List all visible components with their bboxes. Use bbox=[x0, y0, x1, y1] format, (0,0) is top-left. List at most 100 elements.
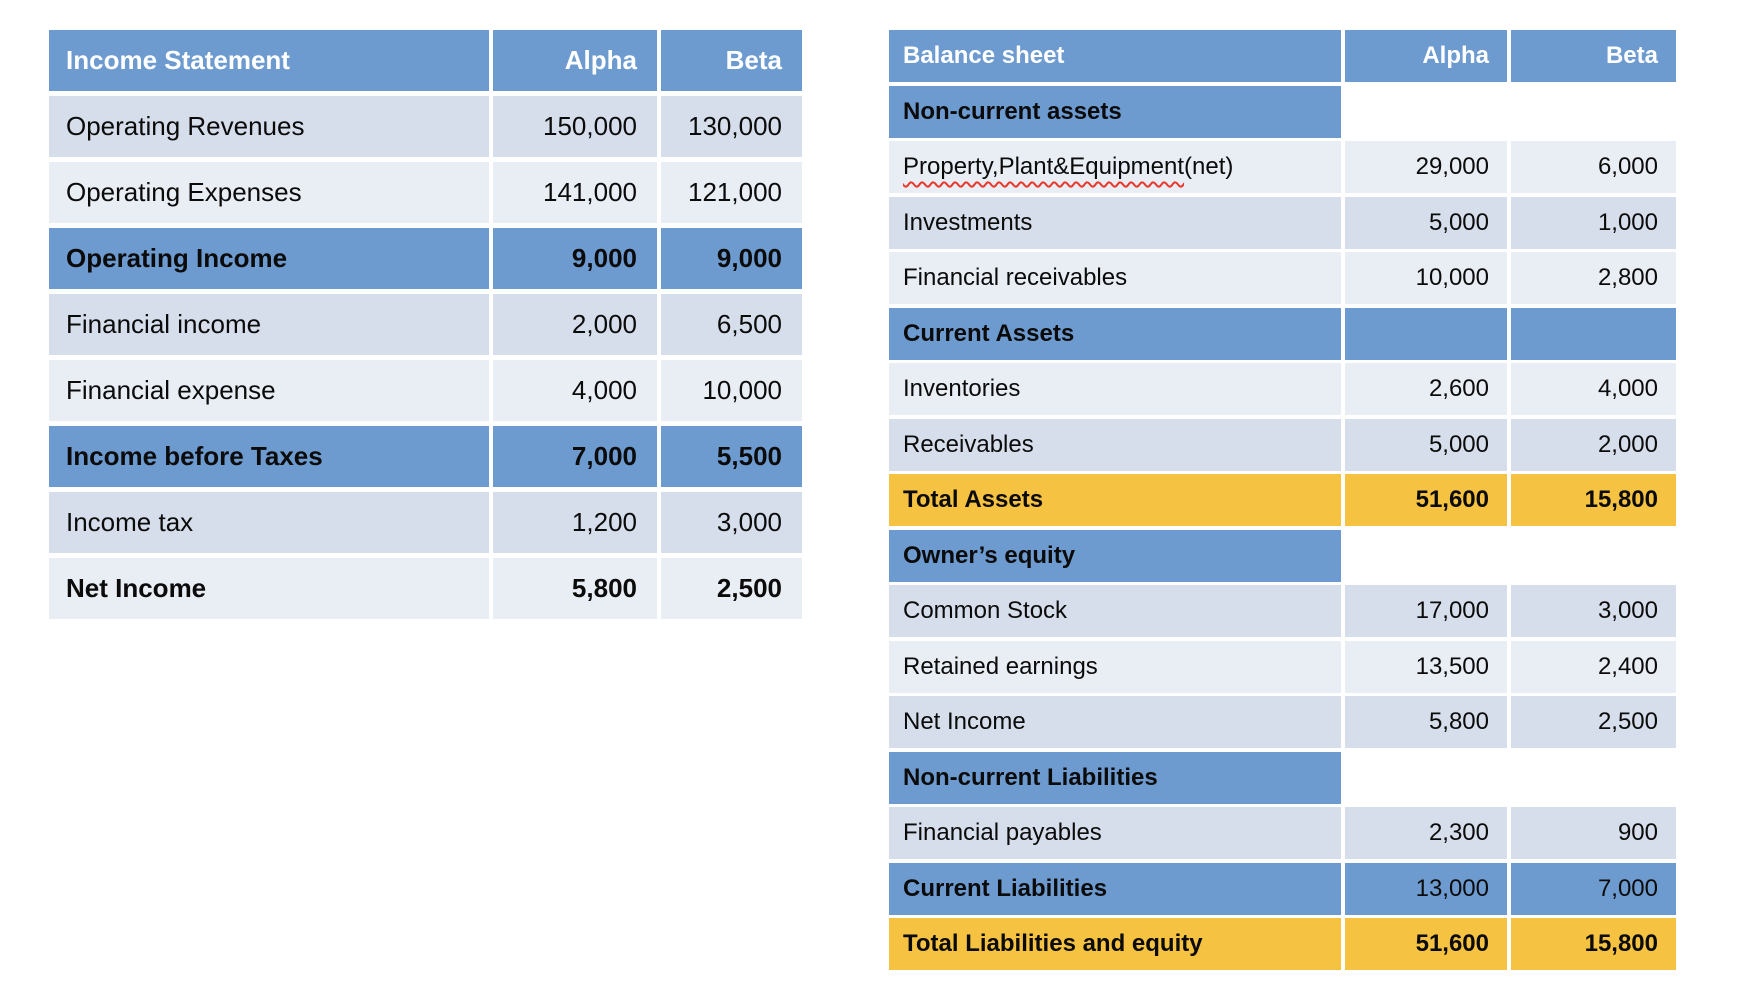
section-title: Current Assets bbox=[889, 307, 1341, 360]
row-label: Income before Taxes bbox=[49, 426, 489, 487]
row-label: Operating Revenues bbox=[49, 96, 489, 157]
table-row: Common Stock 17,000 3,000 bbox=[889, 585, 1676, 637]
alpha-value: 5,000 bbox=[1345, 196, 1507, 249]
row-label: Net Income bbox=[889, 696, 1341, 748]
table-row: Financial income 2,000 6,500 bbox=[49, 294, 802, 355]
row-label: Retained earnings bbox=[889, 640, 1341, 693]
beta-value: 6,000 bbox=[1511, 141, 1676, 193]
beta-value: 10,000 bbox=[661, 360, 802, 421]
row-label: Income tax bbox=[49, 492, 489, 553]
alpha-value: 13,000 bbox=[1345, 862, 1507, 915]
row-label: Net Income bbox=[49, 558, 489, 619]
alpha-value: 29,000 bbox=[1345, 141, 1507, 193]
alpha-value: 141,000 bbox=[493, 162, 657, 223]
table-header-row: Income Statement Alpha Beta bbox=[49, 30, 802, 91]
beta-value: 1,000 bbox=[1511, 196, 1676, 249]
beta-value-empty bbox=[1511, 307, 1676, 360]
row-label: Financial expense bbox=[49, 360, 489, 421]
alpha-value: 7,000 bbox=[493, 426, 657, 487]
table-title: Income Statement bbox=[49, 30, 489, 91]
beta-value: 2,500 bbox=[1511, 696, 1676, 748]
table-row: Financial payables 2,300 900 bbox=[889, 807, 1676, 859]
table-row: Non-current Liabilities bbox=[889, 751, 1676, 804]
table-row: Retained earnings 13,500 2,400 bbox=[889, 640, 1676, 693]
beta-value: 15,800 bbox=[1511, 474, 1676, 526]
row-label: Common Stock bbox=[889, 585, 1341, 637]
row-label: Property,Plant&Equipment (net) bbox=[889, 141, 1341, 193]
alpha-value: 9,000 bbox=[493, 228, 657, 289]
section-title: Owner’s equity bbox=[889, 529, 1341, 582]
beta-value: 2,400 bbox=[1511, 640, 1676, 693]
row-label-suffix: (net) bbox=[1184, 153, 1234, 180]
table-row: Income before Taxes 7,000 5,500 bbox=[49, 426, 802, 487]
table-row: Operating Expenses 141,000 121,000 bbox=[49, 162, 802, 223]
row-label: Inventories bbox=[889, 363, 1341, 415]
beta-value: 9,000 bbox=[661, 228, 802, 289]
row-label: Operating Expenses bbox=[49, 162, 489, 223]
beta-value: 2,800 bbox=[1511, 252, 1676, 304]
alpha-value: 51,600 bbox=[1345, 918, 1507, 970]
table-row: Financial receivables 10,000 2,800 bbox=[889, 252, 1676, 304]
alpha-value-empty bbox=[1345, 307, 1507, 360]
table-row: Owner’s equity bbox=[889, 529, 1676, 582]
beta-value: 15,800 bbox=[1511, 918, 1676, 970]
table-row: Operating Revenues 150,000 130,000 bbox=[49, 96, 802, 157]
alpha-value: 5,800 bbox=[1345, 696, 1507, 748]
table-row: Non-current assets bbox=[889, 85, 1676, 138]
balance-sheet-table: Balance sheet Alpha Beta Non-current assets… bbox=[889, 30, 1676, 970]
beta-value: 3,000 bbox=[661, 492, 802, 553]
beta-value: 4,000 bbox=[1511, 363, 1676, 415]
alpha-value: 10,000 bbox=[1345, 252, 1507, 304]
column-header-beta: Beta bbox=[1511, 30, 1676, 82]
column-header-alpha: Alpha bbox=[493, 30, 657, 91]
row-label: Financial receivables bbox=[889, 252, 1341, 304]
table-row: Financial expense 4,000 10,000 bbox=[49, 360, 802, 421]
row-label: Investments bbox=[889, 196, 1341, 249]
row-label: Total Assets bbox=[889, 474, 1341, 526]
table-row: Current Liabilities 13,000 7,000 bbox=[889, 862, 1676, 915]
beta-value: 2,500 bbox=[661, 558, 802, 619]
beta-value: 121,000 bbox=[661, 162, 802, 223]
alpha-value: 1,200 bbox=[493, 492, 657, 553]
column-header-alpha: Alpha bbox=[1345, 30, 1507, 82]
beta-value: 130,000 bbox=[661, 96, 802, 157]
table-row: Total Assets 51,600 15,800 bbox=[889, 474, 1676, 526]
row-label: Financial income bbox=[49, 294, 489, 355]
table-row: Net Income 5,800 2,500 bbox=[49, 558, 802, 619]
income-statement-table: Income Statement Alpha Beta Operating Reven… bbox=[49, 30, 802, 619]
misspelled-text: Property,Plant&Equipment bbox=[903, 153, 1185, 180]
table-row: Current Assets bbox=[889, 307, 1676, 360]
table-row: Net Income 5,800 2,500 bbox=[889, 696, 1676, 748]
table-title: Balance sheet bbox=[889, 30, 1341, 82]
table-row: Income tax 1,200 3,000 bbox=[49, 492, 802, 553]
beta-value: 7,000 bbox=[1511, 862, 1676, 915]
row-label: Operating Income bbox=[49, 228, 489, 289]
alpha-value: 2,300 bbox=[1345, 807, 1507, 859]
alpha-value: 17,000 bbox=[1345, 585, 1507, 637]
beta-value: 6,500 bbox=[661, 294, 802, 355]
row-label: Total Liabilities and equity bbox=[889, 918, 1341, 970]
alpha-value: 4,000 bbox=[493, 360, 657, 421]
row-label: Current Liabilities bbox=[889, 862, 1341, 915]
beta-value: 2,000 bbox=[1511, 418, 1676, 471]
alpha-value: 2,600 bbox=[1345, 363, 1507, 415]
beta-value: 3,000 bbox=[1511, 585, 1676, 637]
alpha-value: 5,000 bbox=[1345, 418, 1507, 471]
column-header-beta: Beta bbox=[661, 30, 802, 91]
alpha-value: 2,000 bbox=[493, 294, 657, 355]
table-row: Property,Plant&Equipment (net) 29,000 6,00… bbox=[889, 141, 1676, 193]
table-row: Total Liabilities and equity 51,600 15,800 bbox=[889, 918, 1676, 970]
table-row: Investments 5,000 1,000 bbox=[889, 196, 1676, 249]
beta-value: 5,500 bbox=[661, 426, 802, 487]
row-label: Receivables bbox=[889, 418, 1341, 471]
table-row: Receivables 5,000 2,000 bbox=[889, 418, 1676, 471]
table-row: Operating Income 9,000 9,000 bbox=[49, 228, 802, 289]
alpha-value: 13,500 bbox=[1345, 640, 1507, 693]
section-title: Non-current Liabilities bbox=[889, 751, 1341, 804]
alpha-value: 51,600 bbox=[1345, 474, 1507, 526]
alpha-value: 5,800 bbox=[493, 558, 657, 619]
section-title: Non-current assets bbox=[889, 85, 1341, 138]
beta-value: 900 bbox=[1511, 807, 1676, 859]
table-row: Inventories 2,600 4,000 bbox=[889, 363, 1676, 415]
alpha-value: 150,000 bbox=[493, 96, 657, 157]
